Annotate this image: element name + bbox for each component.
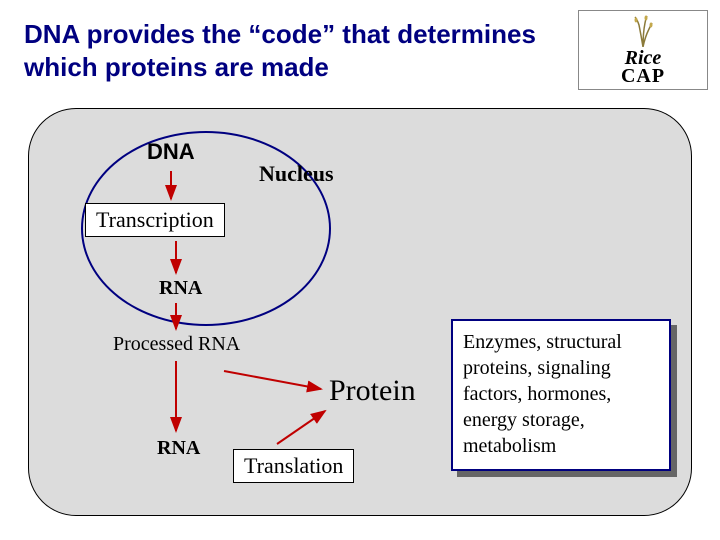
nucleus-label: Nucleus bbox=[259, 161, 334, 187]
rna-label-2: RNA bbox=[157, 437, 200, 460]
rna-label-1: RNA bbox=[159, 277, 202, 300]
cell-container: Nucleus DNA Transcription RNA Processed … bbox=[28, 108, 692, 516]
logo-text-2: CAP bbox=[621, 67, 665, 85]
processed-rna-label: Processed RNA bbox=[113, 333, 240, 356]
transcription-box: Transcription bbox=[85, 203, 225, 237]
translation-box: Translation bbox=[233, 449, 354, 483]
rice-plant-icon bbox=[631, 15, 655, 47]
ricecap-logo: Rice CAP bbox=[578, 10, 708, 90]
protein-label: Protein bbox=[329, 374, 416, 408]
enzyme-description-box: Enzymes, structural proteins, signaling … bbox=[451, 319, 671, 471]
slide-title: DNA provides the “code” that determines … bbox=[24, 18, 564, 83]
dna-label: DNA bbox=[147, 139, 195, 165]
